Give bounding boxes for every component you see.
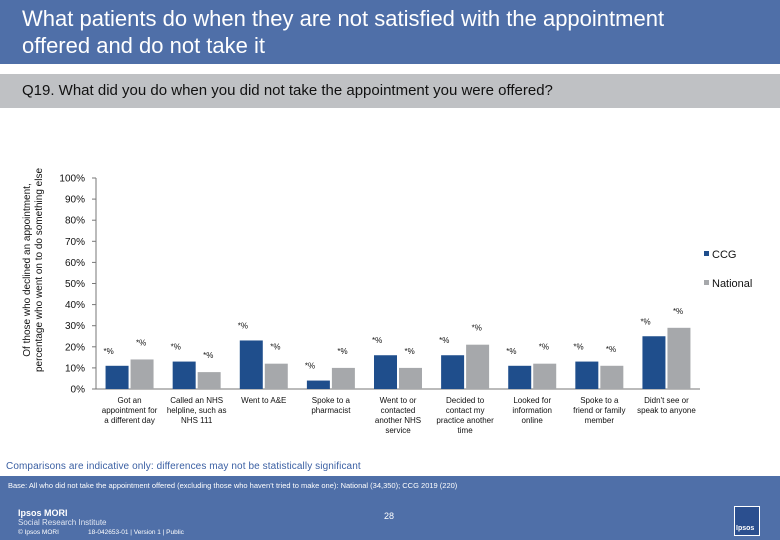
category-label: Got an [118,396,142,405]
bar-ccg [642,336,666,389]
y-tick-label: 100% [59,174,85,185]
category-label: time [458,426,474,435]
chart: 0% 10% 20% 30% 40% 50% 60% 70% 80% 90% 100% Of thos… [22,168,752,435]
category-label: pharmacist [311,406,351,415]
category-label: member [585,416,615,425]
data-label-ccg: *% [238,321,248,330]
category-label: contact my [446,406,485,415]
bar-national [466,344,490,389]
category-label: online [522,416,544,425]
bar-national [264,363,288,389]
data-label-ccg: *% [439,336,449,345]
category-label: Called an NHS [170,396,223,405]
job-id-text: 18-042653-01 | Version 1 | Public [88,529,184,536]
bar-ccg [306,380,330,389]
bar-national [533,363,557,389]
category-label: appointment for [102,406,158,415]
legend-label-ccg: CCG [712,249,736,261]
y-tick-label: 10% [65,363,85,374]
category-label: service [385,426,411,435]
bar-national [399,367,422,389]
legend-swatch-national [704,280,709,285]
bar-national [600,365,624,389]
y-tick-label: 50% [65,279,85,290]
data-label-ccg: *% [573,343,583,352]
data-label-ccg: *% [372,336,382,345]
y-tick-label: 0% [71,385,86,396]
category-label: helpline, such as [167,406,227,415]
brand-name: Ipsos MORI [18,508,68,518]
ipsos-logo-icon: Ipsos [734,506,760,536]
bar-national [197,372,221,389]
y-tick-label: 30% [65,321,85,332]
category-label: Looked for [513,396,551,405]
bar-ccg [374,355,397,389]
category-label: Decided to [446,396,485,405]
data-label-national: *% [673,307,683,316]
category-label: friend or family [573,406,625,415]
category-label: another NHS [375,416,421,425]
data-label-ccg: *% [640,317,650,326]
category-label: Didn't see or [644,396,689,405]
question-text: Q19. What did you do when you did not ta… [22,82,553,99]
category-label: Went to or [380,396,417,405]
title-bar: What patients do when they are not satis… [0,0,780,64]
category-label: Went to A&E [241,396,286,405]
data-label-national: *% [539,343,549,352]
bar-ccg [575,361,599,389]
category-label: Spoke to a [312,396,351,405]
bar-ccg [441,355,465,389]
data-label-national: *% [270,343,280,352]
legend-label-national: National [712,278,752,290]
question-bar: Q19. What did you do when you did not ta… [0,74,780,108]
bar-national [130,359,154,389]
y-tick-label: 90% [65,195,85,206]
bar-ccg [105,365,129,389]
y-tick-label: 70% [65,237,85,248]
category-label: NHS 111 [181,416,213,425]
bar-national [331,367,355,389]
footer-bar: Base: All who did not take the appointme… [0,476,780,540]
category-label: Spoke to a [580,396,619,405]
bar-national [667,327,691,389]
bar-ccg [508,365,532,389]
logo-text: Ipsos [736,525,755,532]
brand-logo: Ipsos MORI Social Research Institute [18,508,107,528]
y-tick-label: 80% [65,216,85,227]
category-label: practice another [436,416,494,425]
category-label: information [512,406,552,415]
category-label: a different day [104,416,155,425]
y-tick-label: 20% [65,342,85,353]
data-label-ccg: *% [104,347,114,356]
data-label-ccg: *% [305,362,315,371]
brand-subtitle: Social Research Institute [18,518,107,527]
page-number: 28 [384,511,395,521]
data-label-national: *% [606,345,616,354]
data-label-national: *% [337,347,347,356]
slide-title: What patients do when they are not satis… [22,6,665,58]
legend-swatch-ccg [704,251,709,256]
category-label: contacted [381,406,416,415]
data-label-national: *% [405,347,415,356]
data-label-national: *% [472,324,482,333]
bar-ccg [172,361,196,389]
data-label-ccg: *% [171,343,181,352]
y-tick-label: 60% [65,258,85,269]
base-description: Base: All who did not take the appointme… [8,481,458,490]
y-axis-title: Of those who declined an appointment,per… [22,168,45,372]
y-tick-label: 40% [65,300,85,311]
significance-note: Comparisons are indicative only: differe… [6,461,361,472]
data-label-national: *% [203,351,213,360]
data-label-ccg: *% [506,347,516,356]
copyright-text: © Ipsos MORI [18,529,59,536]
category-label: speak to anyone [637,406,696,415]
data-label-national: *% [136,338,146,347]
bar-ccg [239,340,263,389]
